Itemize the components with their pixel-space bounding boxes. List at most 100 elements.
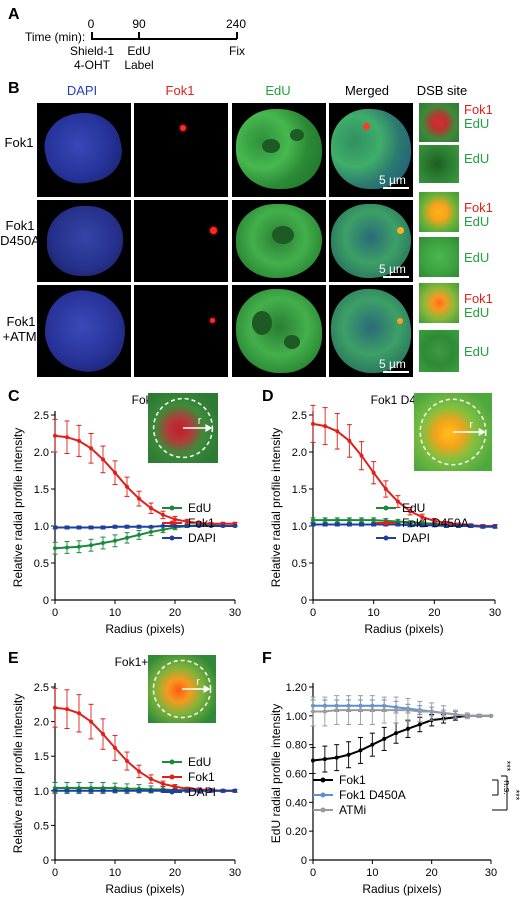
series-line-1 — [312, 422, 495, 527]
x-axis-label: Radius (pixels) — [364, 622, 443, 636]
data-point — [311, 421, 315, 426]
data-point — [382, 736, 387, 741]
series-line-0 — [312, 714, 491, 762]
y-tick-label: 0.20 — [286, 826, 307, 838]
x-tick-label: 20 — [169, 607, 181, 619]
data-point — [101, 732, 105, 737]
data-point — [311, 518, 315, 523]
y-tick-label: 1.20 — [286, 682, 307, 694]
data-point — [125, 484, 129, 489]
data-point — [408, 523, 413, 528]
data-point — [371, 518, 376, 523]
data-point — [161, 524, 165, 528]
data-point — [221, 788, 225, 793]
data-point — [173, 524, 177, 528]
legend-label: Fok1 D450A — [402, 516, 469, 530]
image-edu-fok1 — [232, 103, 326, 197]
data-point — [370, 742, 375, 747]
legend-label: EdU — [188, 755, 211, 769]
x-tick-label: 0 — [52, 867, 58, 879]
data-point — [432, 518, 437, 523]
data-point — [161, 527, 165, 532]
sig-label: *** — [502, 761, 512, 772]
data-point — [322, 709, 327, 714]
data-point — [323, 518, 328, 523]
data-point — [371, 522, 376, 527]
dsb-crop-edu-atmi — [419, 330, 459, 372]
inset-radius-label: r — [198, 415, 202, 427]
data-point — [359, 453, 364, 458]
data-point — [113, 745, 117, 750]
timeline-event-fix-line1: Fix — [229, 44, 245, 58]
x-tick-label: 30 — [229, 607, 241, 619]
legend-label: Fok1 — [188, 770, 215, 784]
scale-bar-label-row2: 5 µm — [379, 262, 406, 276]
y-tick-label: 2.5 — [34, 682, 49, 694]
y-tick-label: 2.0 — [292, 447, 307, 459]
data-point — [394, 708, 399, 713]
data-point — [221, 524, 225, 528]
y-tick-label: 0.40 — [286, 797, 307, 809]
timeline-event-shield-line1: Shield-1 — [69, 44, 115, 58]
row-label-d450a-line2: D450A — [0, 233, 40, 248]
image-fok1-fok1 — [134, 103, 228, 197]
row-label-d450a-line1: Fok1 — [5, 218, 35, 233]
data-point — [465, 713, 470, 718]
data-point — [101, 525, 105, 530]
legend-swatch-marker — [169, 505, 175, 511]
data-point — [311, 758, 315, 763]
legend-swatch-marker — [320, 792, 326, 798]
timeline-tick-240 — [236, 32, 238, 39]
x-tick-label: 10 — [109, 867, 121, 879]
y-axis-label: EdU radial profile intensity — [269, 704, 283, 843]
y-tick-label: 1.0 — [292, 521, 307, 533]
x-tick-label: 30 — [229, 867, 241, 879]
data-point — [322, 757, 327, 762]
panel-label-f: F — [262, 650, 272, 667]
y-tick-label: 1.5 — [34, 751, 49, 763]
image-merged-d450a: 5 µm — [329, 200, 413, 282]
dsb-label-edu-row3: EdU — [464, 305, 490, 320]
row-label-fok1: Fok1 — [0, 135, 38, 150]
data-point — [65, 707, 69, 712]
x-tick-label: 30 — [485, 867, 497, 879]
data-point — [359, 518, 364, 523]
data-point — [149, 777, 153, 782]
timeline-axis — [91, 38, 237, 40]
data-point — [420, 523, 425, 528]
timeline-event-edu-line1: EdU — [127, 44, 151, 58]
legend-label: EdU — [402, 501, 425, 515]
legend-label: ATMi — [339, 803, 366, 817]
data-point — [173, 517, 177, 522]
data-point — [65, 545, 69, 550]
data-point — [334, 708, 339, 713]
y-axis-label: Relative radial profile intensity — [269, 428, 283, 587]
data-point — [113, 538, 117, 543]
image-fok1-d450a — [134, 200, 228, 282]
data-point — [346, 708, 351, 713]
x-tick-label: 0 — [52, 607, 58, 619]
row-label-fok1-line1: Fok1 — [4, 135, 34, 150]
legend-swatch-marker — [169, 774, 175, 780]
row-label-fok1-atmi: Fok1 +ATMi — [0, 314, 42, 344]
data-point — [408, 509, 413, 514]
data-point — [383, 487, 388, 491]
data-point — [394, 731, 399, 736]
data-point — [334, 755, 339, 760]
chart-d: Fok1 D450A r 0 0.5 1.0 1.5 2.0 2.5 0 10 20 30 Radius… — [269, 393, 501, 636]
data-point — [137, 769, 141, 774]
data-point — [358, 748, 363, 753]
timeline-time-label: Time (min): — [25, 30, 86, 44]
data-point — [456, 524, 461, 528]
data-point — [65, 435, 69, 440]
sig-label: *** — [511, 790, 520, 801]
data-point — [323, 424, 328, 429]
timeline-event-shield: Shield-1 4-OHT — [62, 44, 122, 72]
x-tick-label: 20 — [428, 607, 440, 619]
timeline-time-240: 240 — [225, 17, 247, 31]
data-point — [77, 711, 81, 716]
data-point — [113, 524, 117, 529]
column-header-edu: EdU — [265, 83, 291, 98]
legend-swatch-marker — [320, 777, 326, 783]
